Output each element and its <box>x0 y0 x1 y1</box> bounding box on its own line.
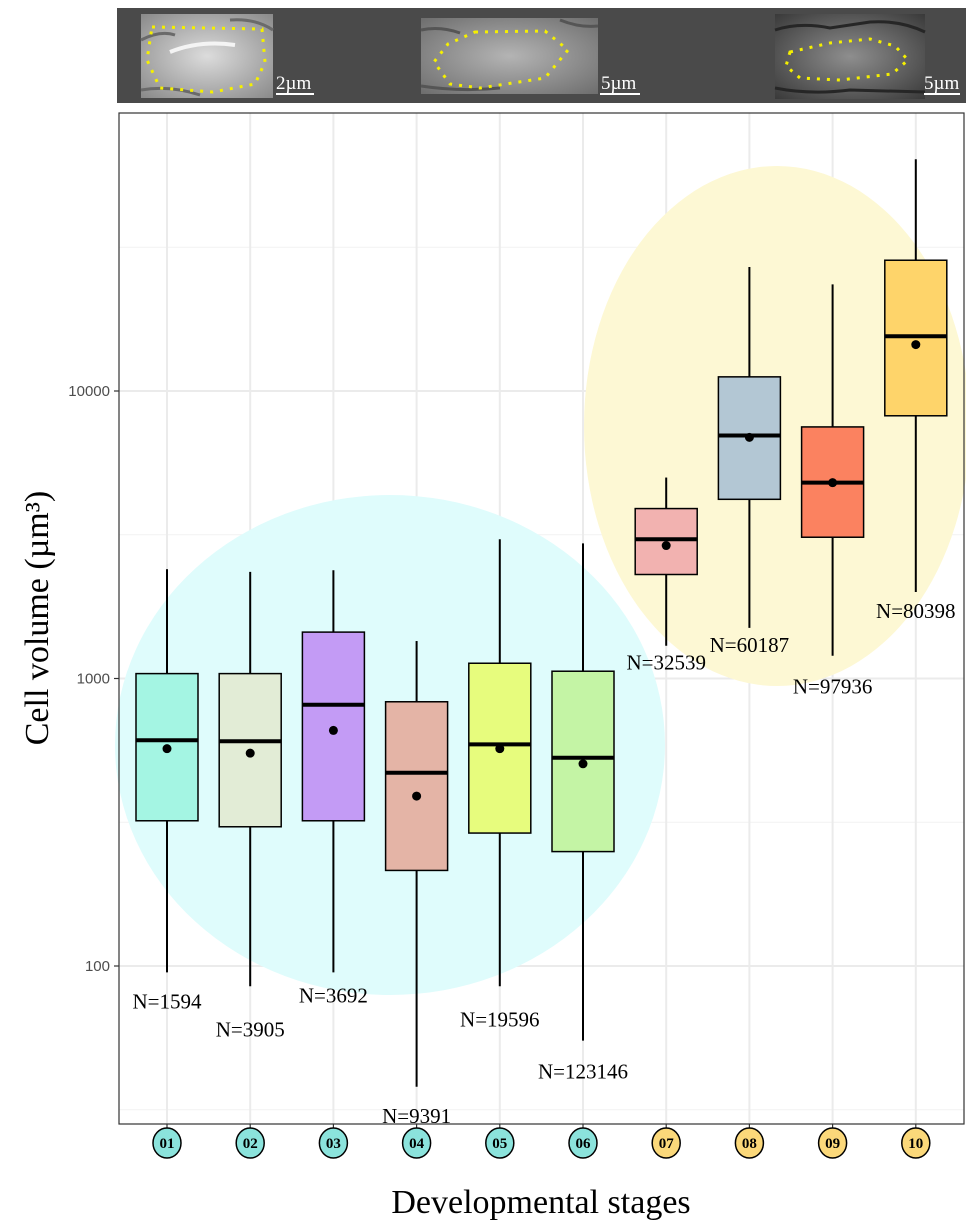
box-stage-04 <box>384 641 449 1087</box>
x-tick-label: 03 <box>326 1136 341 1152</box>
n-label-stage-07: N=32539 <box>626 651 706 675</box>
stage-marker-08 <box>734 1127 765 1159</box>
box-stage-01 <box>135 569 199 973</box>
cell-outline-2 <box>432 29 571 90</box>
mean-point <box>162 744 172 754</box>
n-label-stage-01: N=1594 <box>132 989 202 1013</box>
box-stage-02 <box>218 571 282 987</box>
micrograph-panel-3: 5µm <box>774 14 960 99</box>
mean-point <box>578 759 588 769</box>
n-label-stage-08: N=60187 <box>710 633 790 657</box>
stage-marker-05 <box>485 1127 515 1159</box>
stage-marker-09 <box>817 1127 848 1159</box>
box-stage-03 <box>301 570 366 973</box>
mean-point <box>412 791 422 801</box>
sample-size-labels: N=1594N=3905N=3692N=9391N=19596N=123146N… <box>132 599 955 1128</box>
mean-point <box>744 432 754 442</box>
y-axis-title: Cell volume (µm³) <box>19 491 56 746</box>
x-tick-label: 02 <box>243 1136 258 1152</box>
box-iqr <box>384 701 449 872</box>
x-axis: 01 02 03 04 05 06 07 08 09 10 <box>152 1124 931 1159</box>
box-stage-05 <box>468 539 532 987</box>
micrograph-panel-2: 5µm <box>420 18 640 95</box>
y-tick-label: 10000 <box>68 383 110 400</box>
stage-marker-01 <box>152 1127 182 1159</box>
mean-point <box>661 541 671 551</box>
plot-border <box>118 112 965 1125</box>
box-stage-06 <box>551 543 615 1041</box>
cell-micrograph-image-2 <box>420 18 599 94</box>
scale-bar-label-3: 5µm <box>924 73 959 94</box>
x-tick-label: 10 <box>908 1136 923 1152</box>
n-label-stage-06: N=123146 <box>538 1060 628 1084</box>
x-tick-label: 04 <box>409 1136 425 1152</box>
x-tick-label: 05 <box>492 1136 507 1152</box>
y-tick-label: 1000 <box>77 671 110 688</box>
box-stage-08 <box>717 266 782 628</box>
stage-marker-06 <box>568 1127 598 1159</box>
box-stage-07 <box>634 477 698 646</box>
cell-micrograph-image-1 <box>140 14 274 98</box>
x-tick-label: 08 <box>742 1136 757 1152</box>
x-axis-title: Developmental stages <box>391 1184 690 1221</box>
box-iqr <box>468 662 532 834</box>
mean-point <box>828 478 838 488</box>
micrograph-strip: 2µm 5µm 5µm <box>117 8 966 103</box>
n-label-stage-09: N=97936 <box>793 675 873 699</box>
cell-micrograph-image-3 <box>774 14 926 99</box>
n-label-stage-02: N=3905 <box>216 1017 285 1041</box>
box-stage-09 <box>800 284 865 656</box>
scale-bar-label-2: 5µm <box>601 73 636 94</box>
x-tick-label: 07 <box>659 1136 675 1152</box>
n-label-stage-03: N=3692 <box>299 983 368 1007</box>
x-tick-label: 01 <box>160 1136 175 1152</box>
scale-bar-label-1: 2µm <box>276 73 311 94</box>
x-tick-label: 06 <box>576 1136 592 1152</box>
x-tick-label: 09 <box>825 1136 840 1152</box>
stage-marker-07 <box>651 1127 681 1159</box>
y-axis: 100 1000 10000 <box>68 383 119 975</box>
stage-marker-03 <box>318 1127 349 1159</box>
n-label-stage-05: N=19596 <box>460 1007 540 1031</box>
cell-outline-3 <box>784 37 911 82</box>
n-label-stage-10: N=80398 <box>876 599 956 623</box>
mean-point <box>495 744 505 754</box>
stage-marker-04 <box>401 1127 432 1159</box>
stage-marker-10 <box>901 1127 931 1159</box>
y-tick-label: 100 <box>85 958 110 975</box>
mean-point <box>328 725 338 735</box>
box-stage-10 <box>884 159 948 592</box>
mean-point <box>245 748 255 758</box>
mean-point <box>911 340 921 350</box>
box-series <box>135 159 948 1087</box>
micrograph-panel-1: 2µm <box>140 14 314 98</box>
stage-marker-02 <box>235 1127 265 1159</box>
